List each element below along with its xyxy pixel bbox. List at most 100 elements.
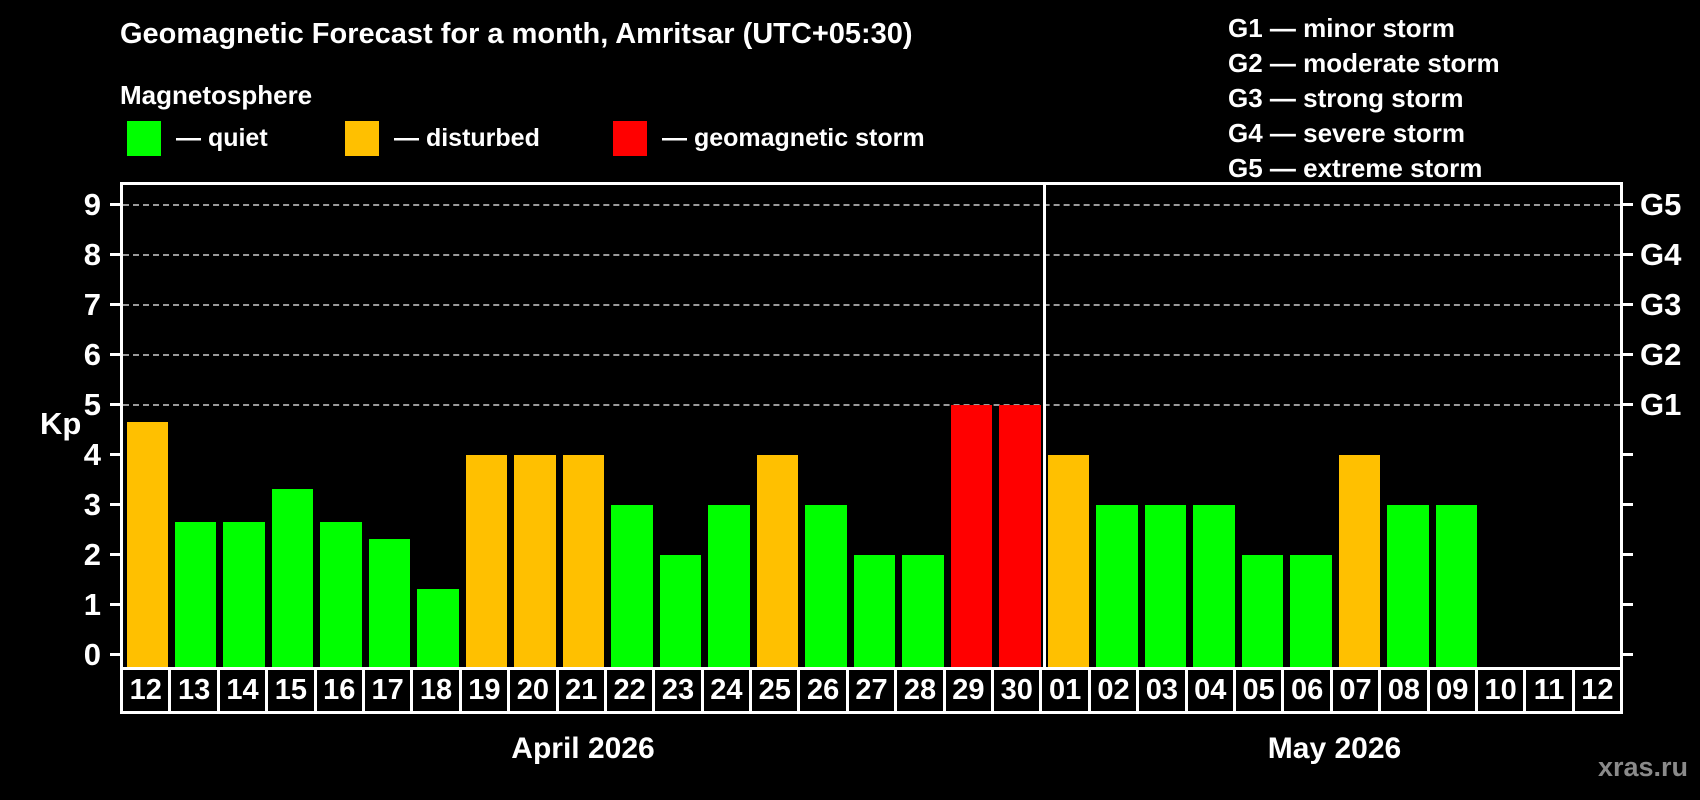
legend-label-storm: — geomagnetic storm [662,123,925,152]
g2-legend-line: G2 — moderate storm [1228,48,1500,78]
kp-bar-day-16 [320,521,362,670]
day-label-apr-15: 15 [265,667,317,714]
gridline-kp7 [123,304,1620,306]
day-label-apr-20: 20 [507,667,559,714]
day-label-apr-17: 17 [361,667,414,714]
kp-bar-day-04 [1193,505,1235,670]
y-tick-left-1 [110,603,120,606]
g5-legend-line: G5 — extreme storm [1228,153,1483,183]
kp-bar-day-22 [611,505,653,670]
kp-bar-day-28 [902,555,944,670]
kp-bar-day-13 [174,521,217,670]
legend-label-disturbed: — disturbed [394,123,540,152]
gridline-kp6 [123,354,1620,356]
day-label-apr-19: 19 [458,667,511,714]
x-axis-day-row: 12 13 14 15 16 17 18 19 20 21 22 23 24 25 26 27 28 29 30 01… [120,667,1624,714]
y-tick-label-9: 9 [83,187,101,222]
day-label-apr-12: 12 [120,667,172,714]
g-axis-label-g2: G2 [1640,337,1682,372]
day-label-apr-13: 13 [168,667,220,714]
kp-bar-day-09 [1435,505,1478,670]
kp-bar-day-12 [126,421,168,670]
day-label-may-05: 05 [1232,667,1285,714]
g4-legend-line: G4 — severe storm [1228,118,1466,148]
kp-bar-day-18 [417,588,459,670]
y-tick-right-9 [1623,203,1633,206]
y-axis-title: Kp [40,406,82,441]
y-tick-right-1 [1623,603,1633,606]
y-tick-right-3 [1623,503,1633,506]
day-label-may-07: 07 [1329,667,1382,714]
kp-bar-day-15 [271,488,314,670]
g1-legend-line: G1 — minor storm [1228,13,1455,43]
day-label-apr-18: 18 [410,667,462,714]
disturbed-color-swatch [345,120,379,156]
kp-bar-day-25 [756,455,799,670]
day-label-apr-28: 28 [894,667,946,714]
day-label-may-01: 01 [1039,667,1091,714]
g-axis-label-g5: G5 [1640,187,1682,222]
y-tick-label-8: 8 [83,237,101,272]
day-label-apr-27: 27 [845,667,898,714]
kp-bar-day-26 [805,505,847,670]
y-tick-right-6 [1623,353,1633,356]
kp-bar-day-08 [1387,505,1429,670]
day-label-may-02: 02 [1087,667,1140,714]
day-label-may-09: 09 [1426,667,1478,714]
day-label-may-12: 12 [1571,667,1624,714]
y-tick-label-1: 1 [83,587,101,622]
kp-bar-day-17 [368,538,411,670]
day-label-apr-25: 25 [749,667,801,714]
kp-bar-day-01 [1047,455,1090,670]
kp-bar-day-02 [1096,505,1138,670]
y-tick-left-6 [110,353,120,356]
day-label-may-06: 06 [1281,667,1333,714]
y-tick-left-0 [110,653,120,656]
quiet-color-swatch [127,120,161,156]
kp-bar-day-03 [1144,505,1187,670]
day-label-apr-23: 23 [652,667,704,714]
day-label-may-11: 11 [1523,667,1575,714]
y-tick-left-4 [110,453,120,456]
day-label-apr-22: 22 [603,667,656,714]
y-tick-label-6: 6 [83,337,101,372]
month-divider [1042,185,1046,670]
day-label-may-03: 03 [1136,667,1188,714]
legend-item-storm: — geomagnetic storm [613,120,925,156]
g-scale-legend: G1 — minor storm G2 — moderate storm G3 … [1228,11,1500,186]
g3-legend-line: G3 — strong storm [1228,83,1464,113]
legend-item-quiet: — quiet [127,120,268,156]
day-label-apr-21: 21 [555,667,607,714]
kp-bar-day-05 [1241,555,1284,670]
kp-bar-day-20 [514,455,556,670]
day-label-apr-16: 16 [313,667,365,714]
y-tick-left-3 [110,503,120,506]
kp-bar-day-07 [1338,455,1381,670]
kp-bar-day-06 [1290,555,1332,670]
gridline-kp8 [123,254,1620,256]
gridline-kp9 [123,204,1620,206]
y-tick-label-2: 2 [83,537,101,572]
day-label-may-10: 10 [1474,667,1527,714]
day-label-may-08: 08 [1378,667,1430,714]
kp-bar-day-24 [708,505,750,670]
day-label-apr-14: 14 [216,667,269,714]
g-axis-label-g3: G3 [1640,287,1682,322]
y-tick-label-7: 7 [83,287,101,322]
chart-title: Geomagnetic Forecast for a month, Amrits… [120,18,913,50]
y-tick-left-7 [110,303,120,306]
day-label-apr-24: 24 [700,667,753,714]
y-tick-label-5: 5 [83,387,101,422]
kp-bar-day-23 [659,555,702,670]
y-tick-left-5 [110,403,120,406]
day-label-apr-30: 30 [991,667,1043,714]
y-tick-right-7 [1623,303,1633,306]
month-label-may: May 2026 [1267,732,1402,765]
legend-label-quiet: — quiet [176,123,268,152]
y-tick-left-9 [110,203,120,206]
y-tick-right-4 [1623,453,1633,456]
y-tick-right-8 [1623,253,1633,256]
kp-bar-day-19 [465,455,508,670]
y-tick-left-8 [110,253,120,256]
